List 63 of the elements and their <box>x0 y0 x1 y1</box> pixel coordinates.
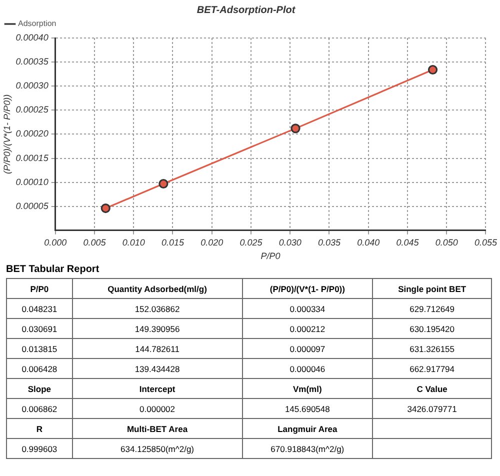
point <box>290 124 300 134</box>
category-label: (P/P0)/(V*(1- P/P0)) <box>242 278 373 298</box>
text: 662.917794 <box>372 358 492 378</box>
y-tick-label: 0.00040 <box>16 32 48 42</box>
text: C Value <box>372 378 492 398</box>
text: 139.434428 <box>72 358 242 378</box>
x-tick-label: 0.010 <box>122 237 145 248</box>
y-tick-label: 0.00035 <box>16 56 50 67</box>
text: R <box>6 418 72 438</box>
text: 0.000046 <box>242 358 373 378</box>
point <box>158 178 168 189</box>
x-tick-label: 0.045 <box>396 237 420 248</box>
x-axis-title: P/P0 <box>260 251 280 262</box>
text: 631.326155 <box>372 338 492 358</box>
text: 3426.079771 <box>372 398 492 418</box>
text: Slope <box>6 378 72 398</box>
text: 0.030691 <box>6 318 72 338</box>
x-tick-label: 0.055 <box>474 237 498 248</box>
x-tick-label: 0.030 <box>278 237 302 248</box>
text: Intercept <box>72 378 242 398</box>
text: 634.125850(m^2/g) <box>72 438 242 458</box>
legend-label: Adsorption <box>18 19 56 28</box>
point <box>428 64 438 75</box>
text: 0.999603 <box>6 438 72 458</box>
text: 152.036862 <box>72 298 242 318</box>
text: 0.000002 <box>72 398 242 418</box>
category-label: Quantity Adsorbed(ml/g) <box>72 278 242 298</box>
y-tick-label: 0.00015 <box>16 152 50 163</box>
y-tick-label: 0.00025 <box>16 104 50 115</box>
text: Vm(ml) <box>242 378 373 398</box>
x-tick-label: 0.050 <box>435 237 458 248</box>
text: 149.390956 <box>72 318 242 338</box>
text: Langmuir Area <box>242 418 373 438</box>
x-tick-label: 0.025 <box>240 237 264 248</box>
category-label: P/P0 <box>6 278 72 298</box>
text: 0.000097 <box>242 338 373 358</box>
y-tick-label: 0.00030 <box>16 80 48 91</box>
text: 630.195420 <box>372 318 492 338</box>
category-label: Single point BET <box>372 278 492 298</box>
text: Multi-BET Area <box>72 418 242 438</box>
x-tick-label: 0.040 <box>357 237 380 248</box>
text: 670.918843(m^2/g) <box>242 438 373 458</box>
x-tick-label: 0.020 <box>200 237 224 248</box>
text: 0.048231 <box>6 298 72 318</box>
x-tick-label: 0.035 <box>318 237 342 248</box>
y-tick-label: 0.00005 <box>16 200 50 211</box>
y-axis-title: (P/P0)/(V*(1- P/P0)) <box>2 94 12 174</box>
text: 0.006428 <box>6 358 72 378</box>
y-tick-label: 0.00020 <box>16 128 48 139</box>
chart-title: BET-Adsorption-Plot <box>196 4 296 16</box>
point <box>100 203 110 214</box>
x-tick-label: 0.015 <box>161 237 185 248</box>
text: 629.712649 <box>372 298 492 318</box>
x-tick-label: 0.000 <box>44 237 67 248</box>
text: BET Tabular Report <box>6 264 100 275</box>
x-tick-label: 0.005 <box>83 237 107 248</box>
text: 0.013815 <box>6 338 72 358</box>
text: 0.000334 <box>242 298 373 318</box>
text: 144.782611 <box>72 338 242 358</box>
text: 0.000212 <box>242 318 373 338</box>
y-tick-label: 0.00010 <box>16 176 48 187</box>
text: 145.690548 <box>242 398 373 418</box>
text: 0.006862 <box>6 398 72 418</box>
